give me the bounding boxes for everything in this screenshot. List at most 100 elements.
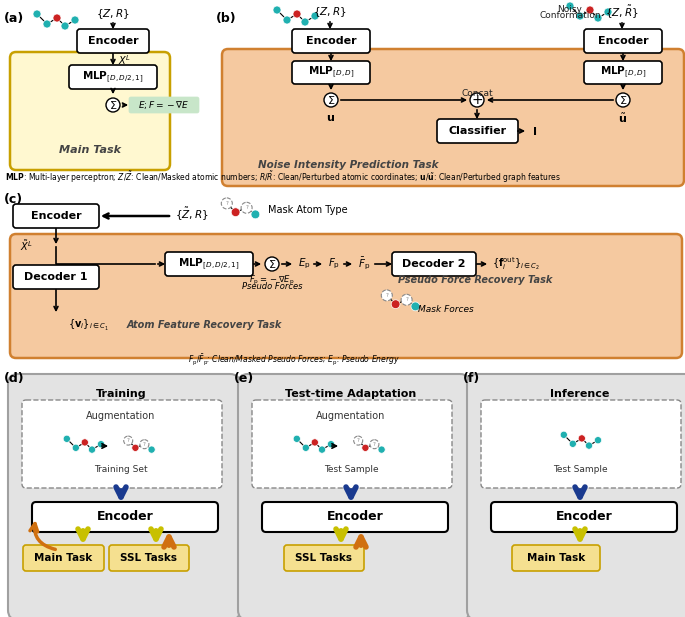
Text: $\mathbf{MLP}_{[D, D/2, 1]}$: $\mathbf{MLP}_{[D, D/2, 1]}$ — [82, 69, 144, 85]
FancyBboxPatch shape — [584, 61, 662, 84]
FancyBboxPatch shape — [491, 502, 677, 532]
Circle shape — [33, 10, 41, 18]
Circle shape — [283, 16, 291, 24]
Circle shape — [401, 294, 412, 305]
Circle shape — [411, 302, 420, 311]
Text: Main Task: Main Task — [34, 553, 92, 563]
Text: Decoder 1: Decoder 1 — [24, 272, 88, 282]
Circle shape — [241, 202, 252, 213]
Circle shape — [82, 439, 88, 446]
Circle shape — [132, 444, 139, 452]
Text: Augmentation: Augmentation — [86, 411, 155, 421]
FancyBboxPatch shape — [165, 252, 253, 276]
Circle shape — [302, 444, 310, 452]
Circle shape — [221, 198, 232, 209]
FancyBboxPatch shape — [77, 29, 149, 53]
Text: (f): (f) — [463, 372, 480, 385]
Text: $\mathbf{MLP}_{[D,D/2,1]}$: $\mathbf{MLP}_{[D,D/2,1]}$ — [178, 256, 240, 272]
Text: Test Sample: Test Sample — [553, 465, 608, 474]
Text: ?: ? — [127, 438, 129, 443]
Text: (e): (e) — [234, 372, 254, 385]
Circle shape — [604, 8, 612, 16]
FancyBboxPatch shape — [467, 374, 685, 617]
Text: Encoder: Encoder — [88, 36, 138, 46]
Text: ?: ? — [225, 201, 228, 206]
Text: Encoder: Encoder — [556, 510, 612, 523]
Text: Encoder: Encoder — [598, 36, 648, 46]
Circle shape — [148, 446, 155, 453]
Text: Inference: Inference — [550, 389, 610, 399]
Circle shape — [124, 436, 133, 445]
Text: Test Sample: Test Sample — [324, 465, 378, 474]
Circle shape — [370, 440, 379, 449]
Circle shape — [319, 446, 325, 453]
Text: $\{\mathbf{f}_i^\mathrm{out}\}_{i \in C_2}$: $\{\mathbf{f}_i^\mathrm{out}\}_{i \in C_… — [492, 255, 540, 273]
Circle shape — [362, 444, 369, 452]
Circle shape — [595, 437, 601, 444]
FancyBboxPatch shape — [392, 252, 476, 276]
Circle shape — [560, 431, 567, 439]
Text: $\Sigma$: $\Sigma$ — [109, 99, 117, 111]
FancyBboxPatch shape — [8, 374, 240, 617]
Circle shape — [273, 6, 281, 14]
FancyBboxPatch shape — [69, 65, 157, 89]
Text: $X^L$: $X^L$ — [119, 53, 132, 67]
FancyBboxPatch shape — [252, 400, 452, 488]
Text: Pseudo Force Recovery Task: Pseudo Force Recovery Task — [398, 275, 552, 285]
Circle shape — [391, 300, 400, 308]
Text: $\mathbf{MLP}_{[D,D]}$: $\mathbf{MLP}_{[D,D]}$ — [599, 65, 646, 80]
Text: Test-time Adaptation: Test-time Adaptation — [286, 389, 416, 399]
Text: ?: ? — [357, 438, 360, 443]
Text: (a): (a) — [4, 12, 24, 25]
Text: SSL Tasks: SSL Tasks — [121, 553, 177, 563]
Circle shape — [232, 208, 240, 217]
Circle shape — [382, 290, 393, 301]
Circle shape — [594, 14, 602, 22]
Text: $\mathbf{I}$: $\mathbf{I}$ — [532, 125, 537, 137]
FancyBboxPatch shape — [109, 545, 189, 571]
Text: $F_\mathrm{p}/\bar{F}_\mathrm{p}$: Clean/Masked Pseudo Forces; $E_\mathrm{p}$: P: $F_\mathrm{p}/\bar{F}_\mathrm{p}$: Clean… — [188, 352, 400, 367]
Text: Concat: Concat — [461, 88, 493, 97]
Text: ?: ? — [373, 442, 376, 447]
Text: Encoder: Encoder — [306, 36, 356, 46]
FancyBboxPatch shape — [22, 400, 222, 488]
Circle shape — [378, 446, 385, 453]
Text: Pseudo Forces: Pseudo Forces — [242, 282, 302, 291]
Circle shape — [576, 12, 584, 20]
Circle shape — [569, 440, 576, 447]
Text: Main Task: Main Task — [59, 145, 121, 155]
Text: Classifier: Classifier — [449, 126, 507, 136]
FancyBboxPatch shape — [13, 204, 99, 228]
Text: $\Sigma$: $\Sigma$ — [619, 94, 627, 106]
FancyBboxPatch shape — [10, 52, 170, 170]
Text: $\{Z,R\}$: $\{Z,R\}$ — [313, 5, 347, 19]
FancyBboxPatch shape — [512, 545, 600, 571]
FancyBboxPatch shape — [292, 61, 370, 84]
Text: $\mathbf{MLP}$: Multi-layer perceptron; $Z/\tilde{Z}$: Clean/Masked atomic numbe: $\mathbf{MLP}$: Multi-layer perceptron; … — [5, 169, 560, 185]
Circle shape — [251, 210, 260, 219]
Text: $\tilde{X}^L$: $\tilde{X}^L$ — [20, 239, 33, 254]
Circle shape — [88, 446, 96, 453]
Circle shape — [311, 439, 319, 446]
Circle shape — [586, 6, 594, 14]
Text: ?: ? — [386, 293, 388, 298]
Circle shape — [470, 93, 484, 107]
FancyBboxPatch shape — [129, 97, 199, 113]
Circle shape — [311, 12, 319, 20]
Circle shape — [586, 442, 593, 449]
Circle shape — [43, 20, 51, 28]
Text: $\tilde{\mathbf{u}}$: $\tilde{\mathbf{u}}$ — [619, 112, 627, 125]
FancyBboxPatch shape — [238, 374, 470, 617]
Circle shape — [566, 2, 574, 10]
FancyBboxPatch shape — [10, 234, 682, 358]
Circle shape — [353, 436, 362, 445]
Text: Encoder: Encoder — [31, 211, 82, 221]
FancyBboxPatch shape — [584, 29, 662, 53]
Text: (d): (d) — [4, 372, 25, 385]
Text: Encoder: Encoder — [97, 510, 153, 523]
FancyBboxPatch shape — [292, 29, 370, 53]
Circle shape — [53, 14, 61, 22]
Circle shape — [578, 435, 586, 442]
Circle shape — [293, 10, 301, 18]
Text: ?: ? — [405, 297, 408, 302]
